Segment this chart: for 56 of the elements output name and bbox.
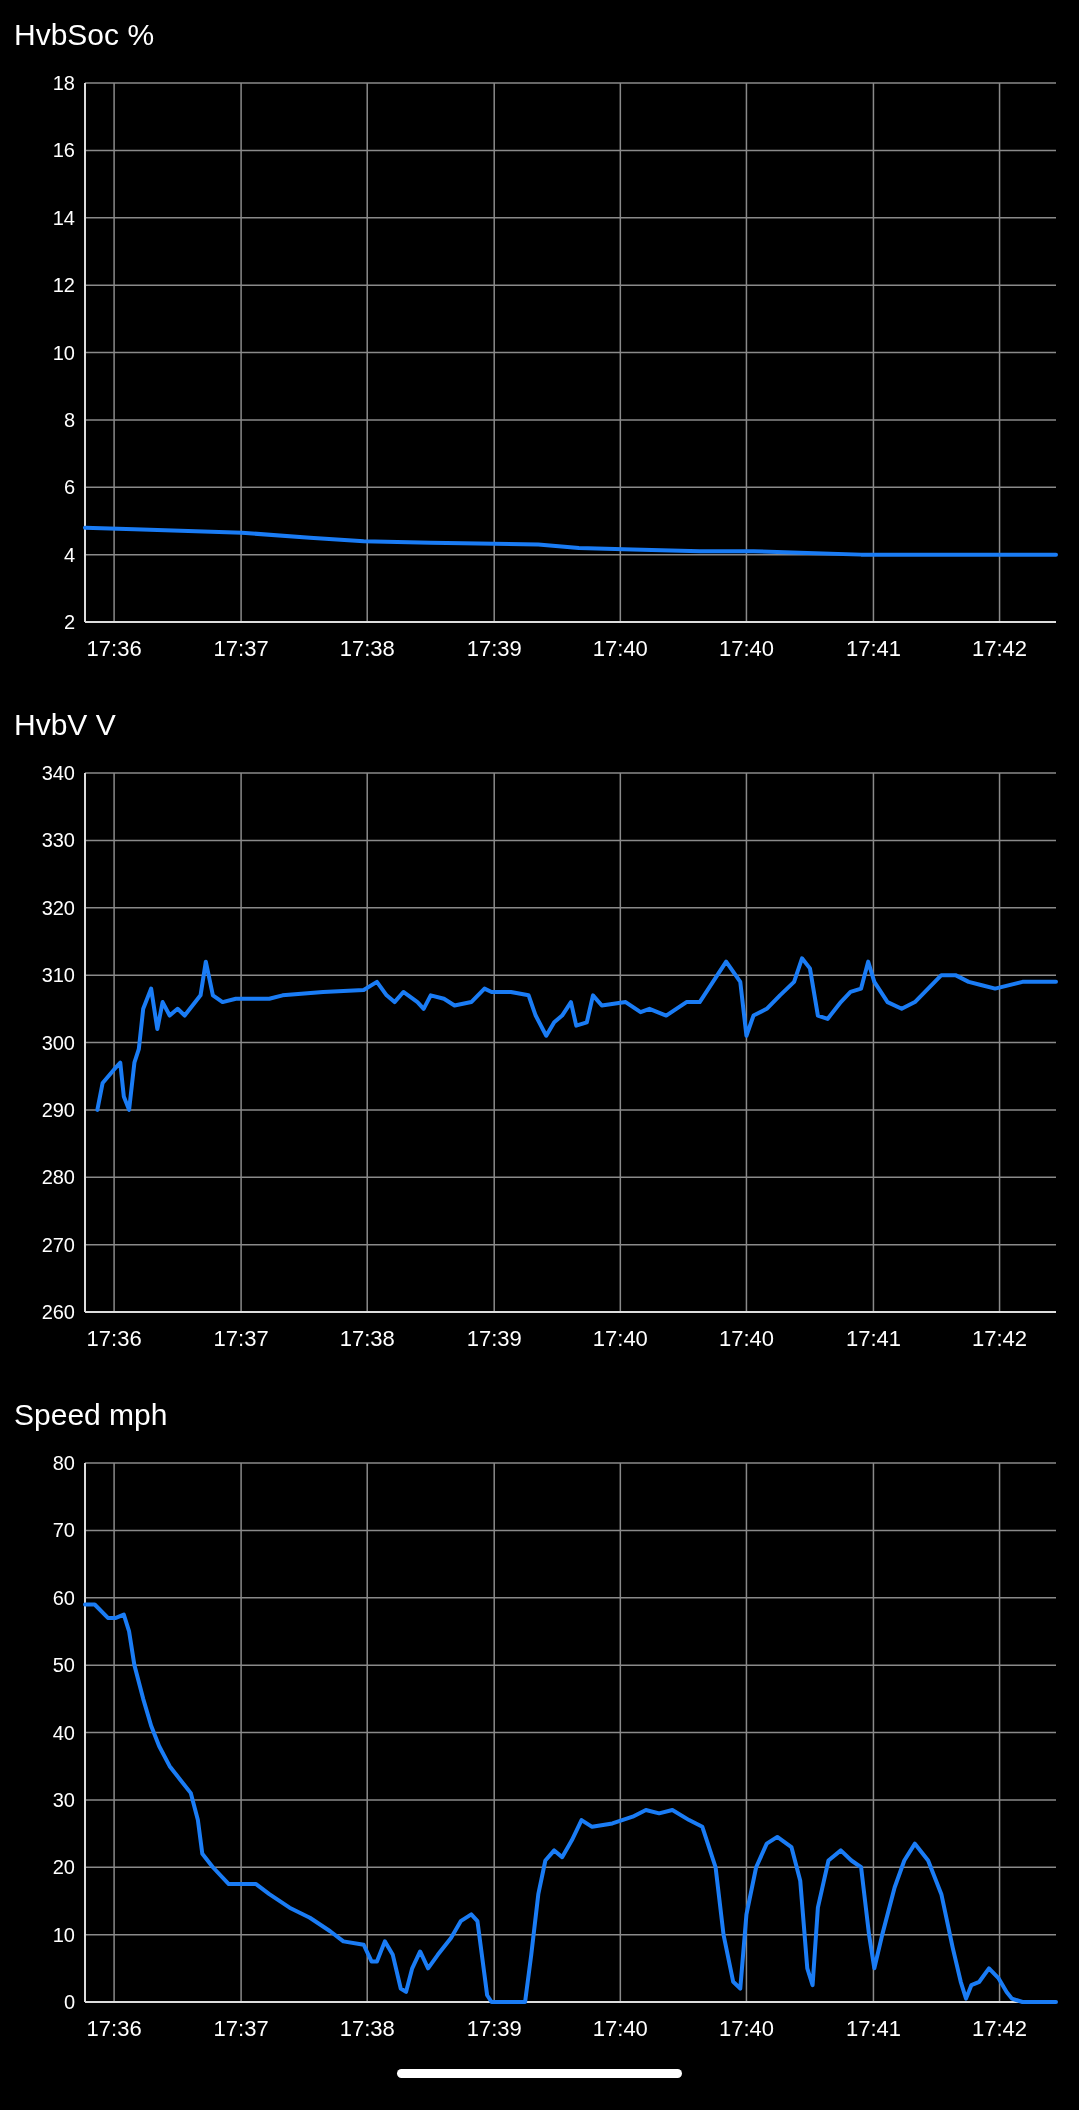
y-tick-label: 10 — [52, 341, 75, 364]
y-tick-label: 310 — [41, 964, 75, 987]
y-tick-label: 330 — [41, 829, 75, 852]
x-tick-label: 17:41 — [845, 636, 901, 661]
x-tick-label: 17:37 — [213, 2016, 269, 2041]
y-tick-label: 40 — [52, 1721, 75, 1744]
x-tick-label: 17:38 — [339, 1326, 395, 1351]
x-tick-label: 17:38 — [339, 636, 395, 661]
y-tick-label: 280 — [41, 1166, 75, 1189]
x-tick-label: 17:41 — [845, 1326, 901, 1351]
x-tick-label: 17:36 — [86, 1326, 142, 1351]
y-tick-label: 2 — [63, 611, 75, 633]
y-tick-label: 290 — [41, 1098, 75, 1121]
y-tick-label: 6 — [63, 476, 75, 499]
y-tick-label: 80 — [52, 1452, 75, 1474]
x-tick-label: 17:40 — [718, 1326, 774, 1351]
x-tick-label: 17:40 — [592, 636, 648, 661]
x-tick-label: 17:42 — [972, 636, 1028, 661]
chart-title: HvbV V — [14, 708, 116, 741]
x-tick-label: 17:42 — [972, 2016, 1028, 2041]
x-tick-label: 17:41 — [845, 2016, 901, 2041]
chart-title: HvbSoc % — [14, 18, 155, 51]
x-tick-label: 17:38 — [339, 2016, 395, 2041]
x-tick-label: 17:36 — [86, 2016, 142, 2041]
y-tick-label: 50 — [52, 1654, 75, 1677]
x-tick-label: 17:39 — [466, 1326, 522, 1351]
x-tick-label: 17:40 — [592, 1326, 648, 1351]
y-tick-label: 12 — [52, 274, 75, 297]
y-tick-label: 320 — [41, 896, 75, 919]
y-tick-label: 300 — [41, 1031, 75, 1054]
y-tick-label: 60 — [52, 1586, 75, 1609]
x-tick-label: 17:36 — [86, 636, 142, 661]
y-tick-label: 340 — [41, 762, 75, 784]
x-tick-label: 17:42 — [972, 1326, 1028, 1351]
y-tick-label: 260 — [41, 1301, 75, 1323]
y-tick-label: 0 — [63, 1991, 75, 2013]
x-tick-label: 17:40 — [718, 636, 774, 661]
x-tick-label: 17:37 — [213, 1326, 269, 1351]
chart-title: Speed mph — [14, 1398, 168, 1431]
x-tick-label: 17:40 — [718, 2016, 774, 2041]
y-tick-label: 70 — [52, 1519, 75, 1542]
y-tick-label: 4 — [63, 543, 75, 566]
x-tick-label: 17:40 — [592, 2016, 648, 2041]
x-tick-label: 17:39 — [466, 2016, 522, 2041]
y-tick-label: 30 — [52, 1788, 75, 1811]
line-series — [95, 956, 1058, 1112]
y-tick-label: 16 — [52, 139, 75, 162]
x-tick-label: 17:39 — [466, 636, 522, 661]
line-series — [83, 525, 1058, 557]
x-tick-label: 17:37 — [213, 636, 269, 661]
y-tick-label: 14 — [52, 206, 75, 229]
y-tick-label: 10 — [52, 1923, 75, 1946]
y-tick-label: 270 — [41, 1233, 75, 1256]
y-tick-label: 8 — [63, 408, 75, 431]
y-tick-label: 18 — [52, 72, 75, 94]
y-tick-label: 20 — [52, 1856, 75, 1879]
